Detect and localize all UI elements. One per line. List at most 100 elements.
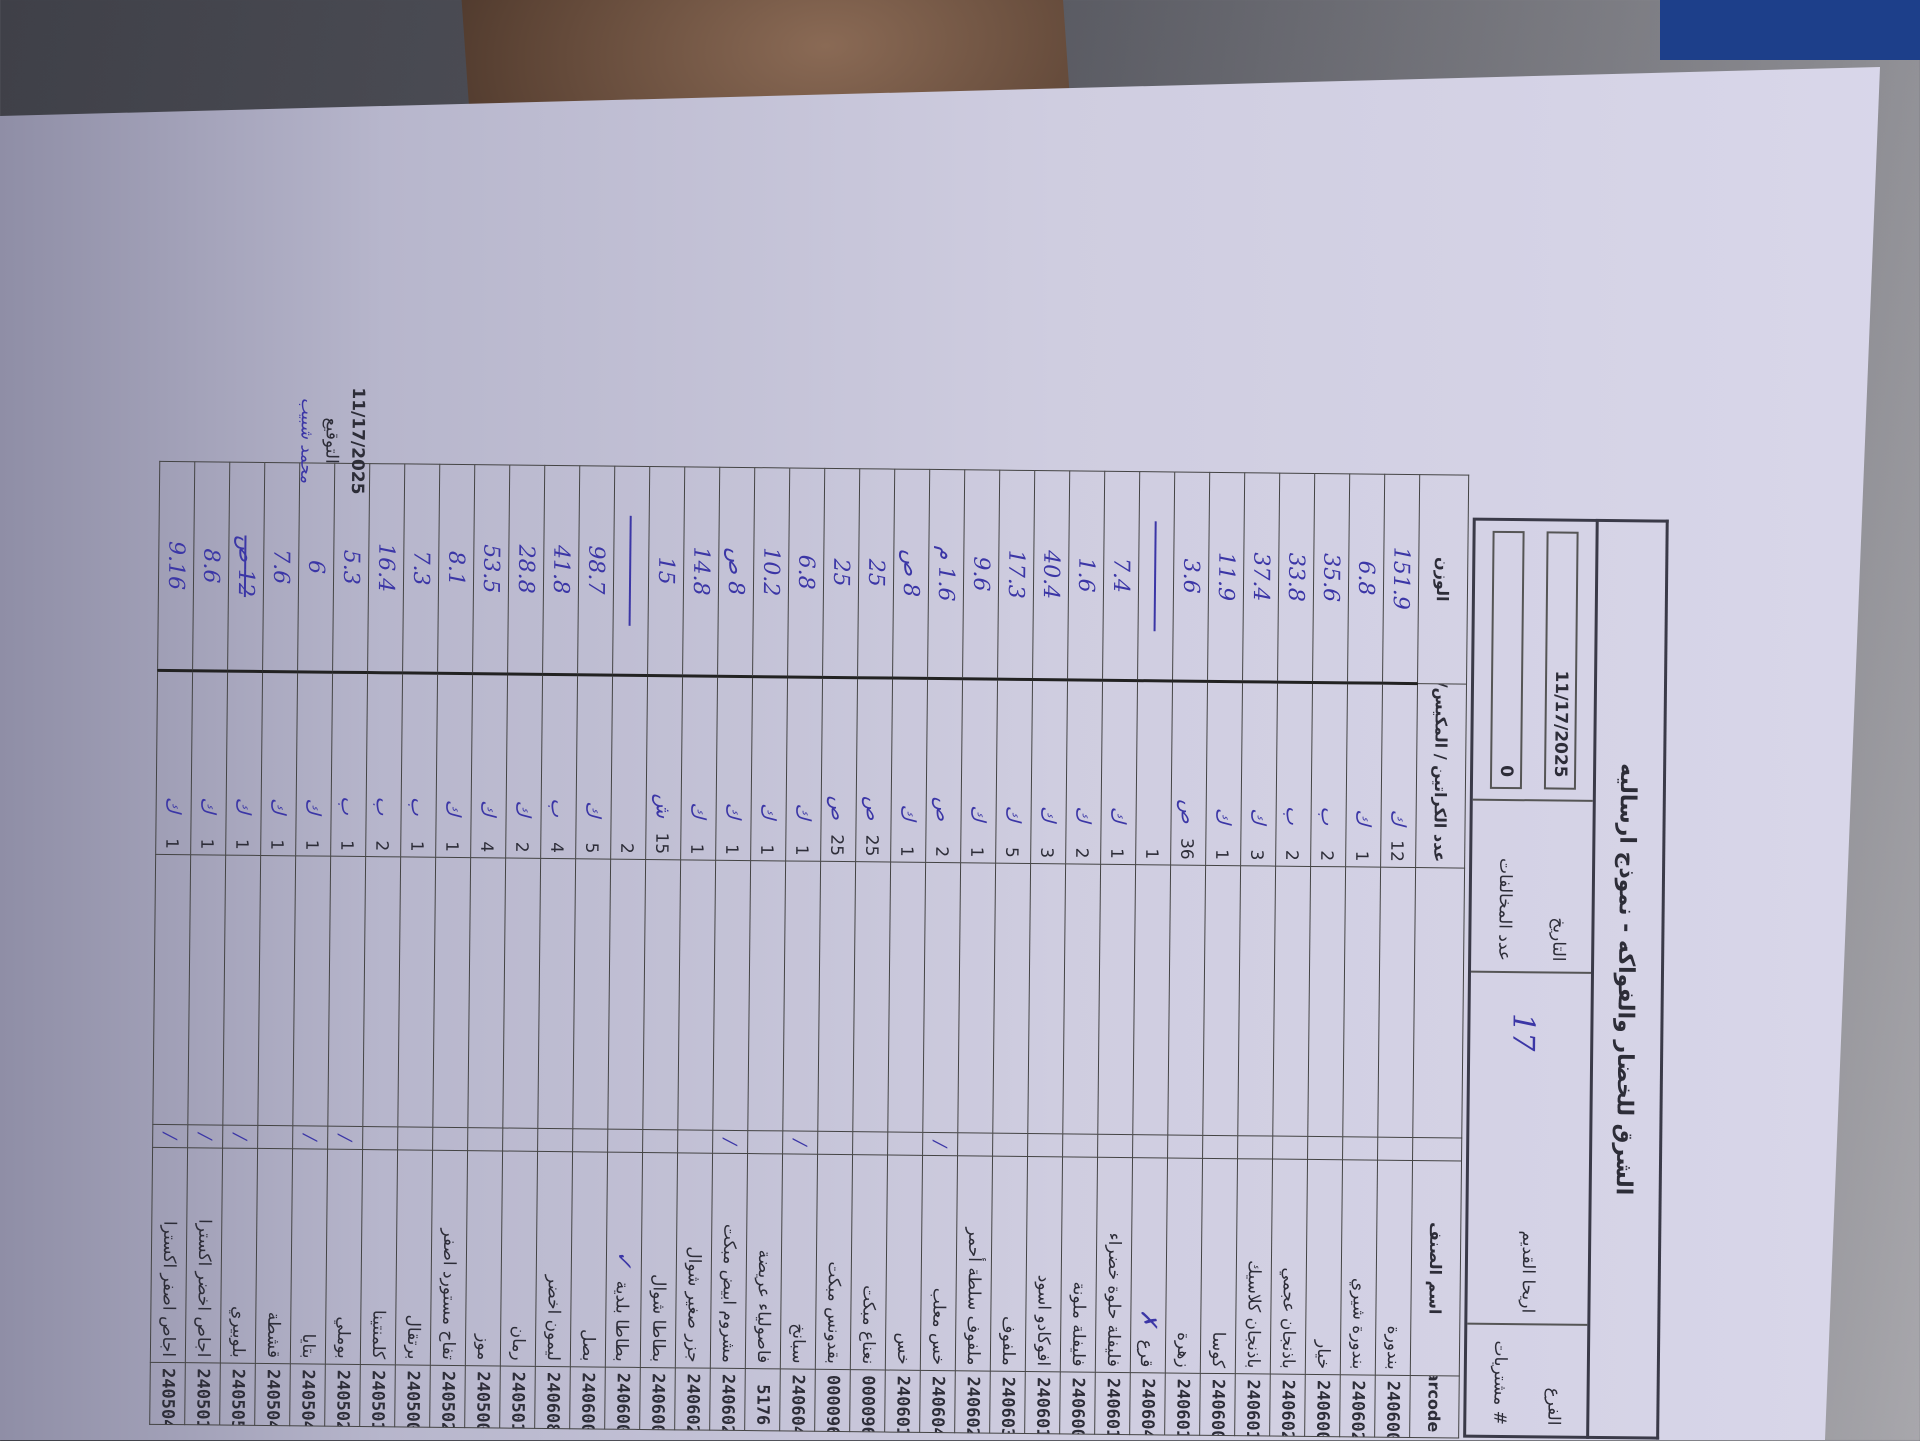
barcode-cell: 2406048 bbox=[920, 1370, 956, 1432]
unit-value: ك bbox=[442, 799, 466, 816]
blank-cell bbox=[1238, 866, 1276, 1136]
barcode-cell: 2406014 bbox=[1095, 1372, 1131, 1434]
weight-cell: 53.5 bbox=[473, 465, 510, 674]
unit-value: ك bbox=[1247, 808, 1271, 825]
weight-cell: 98.7 bbox=[578, 466, 615, 675]
weight-cell: 1.6 bbox=[1068, 471, 1105, 680]
blank-cell bbox=[1273, 866, 1311, 1136]
tick-cell bbox=[1168, 1135, 1203, 1158]
item-name: فاصولياء عريضة bbox=[753, 1250, 774, 1364]
count-cell: 2ص bbox=[926, 678, 963, 862]
tick-cell bbox=[468, 1128, 503, 1151]
header-count: عدد الكراتين / المكيس/الشوال bbox=[1416, 684, 1467, 869]
weight-cell: 8.1 bbox=[438, 464, 475, 673]
count-value: 1 bbox=[896, 821, 916, 857]
tick-cell: / bbox=[223, 1125, 258, 1148]
form-header-info: الفرع # مشتريات اريحا القديم 17 التاريخ … bbox=[1463, 518, 1599, 1439]
unit-value: ك bbox=[477, 800, 501, 817]
weight-cell: 25 bbox=[823, 468, 860, 677]
blank-cell bbox=[678, 860, 716, 1130]
item-name-cell: خس bbox=[885, 1155, 922, 1370]
weight-cell: 1.6 م bbox=[928, 469, 965, 678]
item-name-cell: خس معلب bbox=[920, 1155, 957, 1370]
item-name: بندورة شيري bbox=[1348, 1278, 1369, 1370]
count-value: 2 bbox=[1281, 825, 1301, 861]
tick-cell bbox=[1028, 1134, 1063, 1157]
blank-cell bbox=[293, 856, 331, 1126]
signature-block: 11/17/2025 التوقيع محمد شبيب bbox=[292, 365, 370, 516]
unit-value: ب bbox=[337, 796, 361, 815]
signature-name: محمد شبيب bbox=[292, 365, 319, 515]
weight-cell: 3.6 bbox=[1173, 472, 1210, 681]
count-cell: 1ك bbox=[786, 677, 823, 861]
unit-value: ك bbox=[792, 803, 816, 820]
weight-cell: 11.9 bbox=[1208, 472, 1245, 681]
count-value: 1 bbox=[231, 814, 251, 850]
date-values: 11/17/2025 0 bbox=[1473, 521, 1596, 800]
unit-value: ب bbox=[372, 796, 396, 815]
count-cell: 15ش bbox=[646, 675, 683, 859]
blank-cell bbox=[363, 857, 401, 1127]
count-value: 15 bbox=[651, 818, 671, 854]
item-name: بطاطا بلدية bbox=[611, 1281, 632, 1362]
blank-cell bbox=[468, 858, 506, 1128]
tick-cell: / bbox=[293, 1126, 328, 1149]
tick-cell bbox=[643, 1129, 678, 1152]
item-name: ليمون اخضر bbox=[543, 1275, 564, 1361]
blank-cell bbox=[608, 859, 646, 1129]
item-name-cell: موز bbox=[465, 1151, 502, 1366]
weight-cell: 41.8 bbox=[543, 465, 580, 674]
weight-cell: 15 bbox=[648, 467, 685, 676]
blank-cell bbox=[258, 855, 296, 1125]
tick-cell bbox=[363, 1127, 398, 1150]
date-value: 11/17/2025 bbox=[1544, 531, 1579, 789]
count-cell: 2ك bbox=[506, 674, 543, 858]
weight-cell: 17.3 bbox=[998, 470, 1035, 679]
count-value: 25 bbox=[826, 820, 846, 856]
count-cell: 25ص bbox=[856, 678, 893, 862]
x-mark-icon: ✗ bbox=[1136, 1309, 1161, 1328]
barcode-cell: 2406046 bbox=[1130, 1373, 1166, 1435]
blank-cell bbox=[923, 862, 961, 1132]
item-name-cell: برتقال bbox=[395, 1150, 432, 1365]
count-cell: 1ك bbox=[191, 671, 228, 855]
barcode-cell: 2405014 bbox=[500, 1366, 536, 1428]
unit-value: ك bbox=[1212, 807, 1236, 824]
count-cell: 1ك bbox=[1346, 683, 1383, 867]
barcode-cell: 2406015 bbox=[885, 1370, 921, 1432]
barcode-cell: 2406031 bbox=[990, 1371, 1026, 1433]
weight-cell: 7.4 bbox=[1103, 471, 1140, 680]
item-name-cell: مشروم ابيض مبكت bbox=[710, 1153, 747, 1368]
barcode-cell: 2405055 bbox=[220, 1363, 256, 1425]
count-value: 1 bbox=[336, 815, 356, 851]
unit-value: ك bbox=[687, 802, 711, 819]
count-cell: 1 bbox=[1136, 681, 1173, 865]
unit-value: ك bbox=[302, 798, 326, 815]
count-cell: 1ك bbox=[226, 671, 263, 855]
unit-value: ب bbox=[407, 797, 431, 816]
weight-cell: 14.8 bbox=[683, 467, 720, 676]
blank-cell bbox=[433, 857, 471, 1127]
count-value: 25 bbox=[861, 820, 881, 856]
weight-cell: 8 ص bbox=[718, 467, 755, 676]
tick-cell bbox=[538, 1128, 573, 1151]
item-name: فليفلة ملونة bbox=[1068, 1281, 1089, 1366]
tick-cell: / bbox=[713, 1130, 748, 1153]
item-name: فليفلة حلوة خضراء bbox=[1103, 1233, 1124, 1367]
tick-cell: / bbox=[923, 1132, 958, 1155]
count-cell: 4ب bbox=[541, 674, 578, 858]
blank-cell bbox=[853, 862, 891, 1132]
weight-cell: 9.16 bbox=[158, 461, 195, 670]
barcode-cell: 2406007 bbox=[1060, 1372, 1096, 1434]
count-value: 1 bbox=[1211, 824, 1231, 860]
unit-value: ك bbox=[162, 796, 186, 813]
count-cell: 1ك bbox=[961, 679, 998, 863]
unit-value: ب bbox=[1282, 806, 1306, 825]
unit-value: ك bbox=[1002, 805, 1026, 822]
header-tick bbox=[1413, 1138, 1462, 1162]
barcode-cell: 2405043 bbox=[255, 1363, 291, 1425]
count-cell: 36ص bbox=[1171, 681, 1208, 865]
item-name: كلمنتينا bbox=[368, 1310, 389, 1359]
blank-cell bbox=[223, 855, 261, 1125]
count-cell: 4ك bbox=[471, 674, 508, 858]
